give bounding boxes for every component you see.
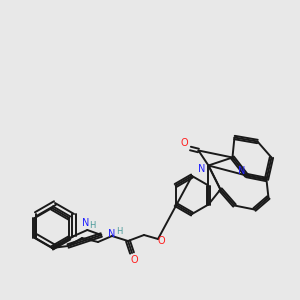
- Text: N: N: [108, 229, 116, 239]
- Text: N: N: [238, 166, 245, 176]
- Text: H: H: [116, 226, 122, 236]
- Text: O: O: [130, 255, 138, 265]
- Text: O: O: [157, 236, 165, 246]
- Text: O: O: [181, 139, 188, 148]
- Text: N: N: [198, 164, 205, 175]
- Text: H: H: [89, 221, 95, 230]
- Text: N: N: [82, 218, 89, 228]
